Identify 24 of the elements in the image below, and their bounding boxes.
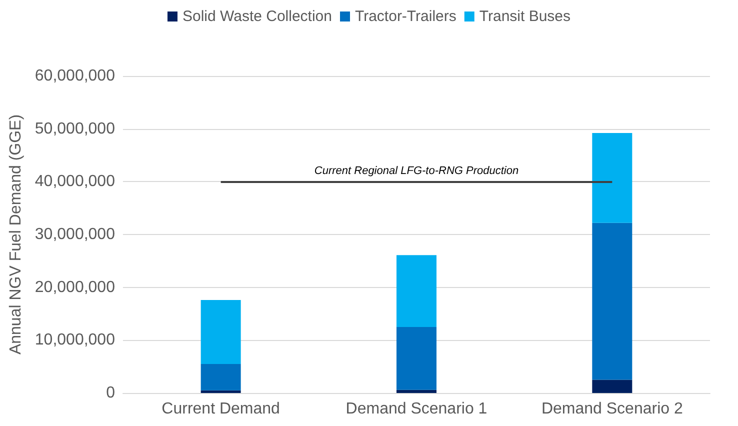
legend-label: Tractor-Trailers (354, 8, 456, 25)
bar (592, 222, 632, 380)
y-tick-label: 30,000,000 (34, 226, 116, 243)
y-tick-label: 0 (106, 384, 116, 402)
y-tick-label: 50,000,000 (34, 120, 116, 138)
bar (200, 390, 241, 393)
legend-label: Solid Waste Collection (182, 8, 332, 25)
y-axis-title: Annual NGV Fuel Demand (GGE) (8, 114, 24, 355)
bar (396, 326, 436, 390)
bar (200, 300, 241, 364)
x-tick-label: Demand Scenario 2 (541, 400, 683, 418)
bar (592, 380, 632, 393)
bar (592, 133, 632, 223)
bar (200, 364, 241, 390)
y-tick-label: 60,000,000 (34, 68, 116, 84)
y-tick-label: 10,000,000 (34, 332, 116, 349)
y-tick-label: 40,000,000 (34, 173, 116, 190)
x-tick-label: Demand Scenario 1 (346, 400, 488, 418)
bar (396, 255, 436, 327)
bar (396, 390, 436, 393)
y-tick-label: 20,000,000 (34, 278, 116, 296)
legend-label: Transit Buses (479, 8, 571, 25)
ref-line-label: Current Regional LFG-to-RNG Production (314, 165, 519, 178)
x-tick-label: Current Demand (162, 400, 280, 418)
